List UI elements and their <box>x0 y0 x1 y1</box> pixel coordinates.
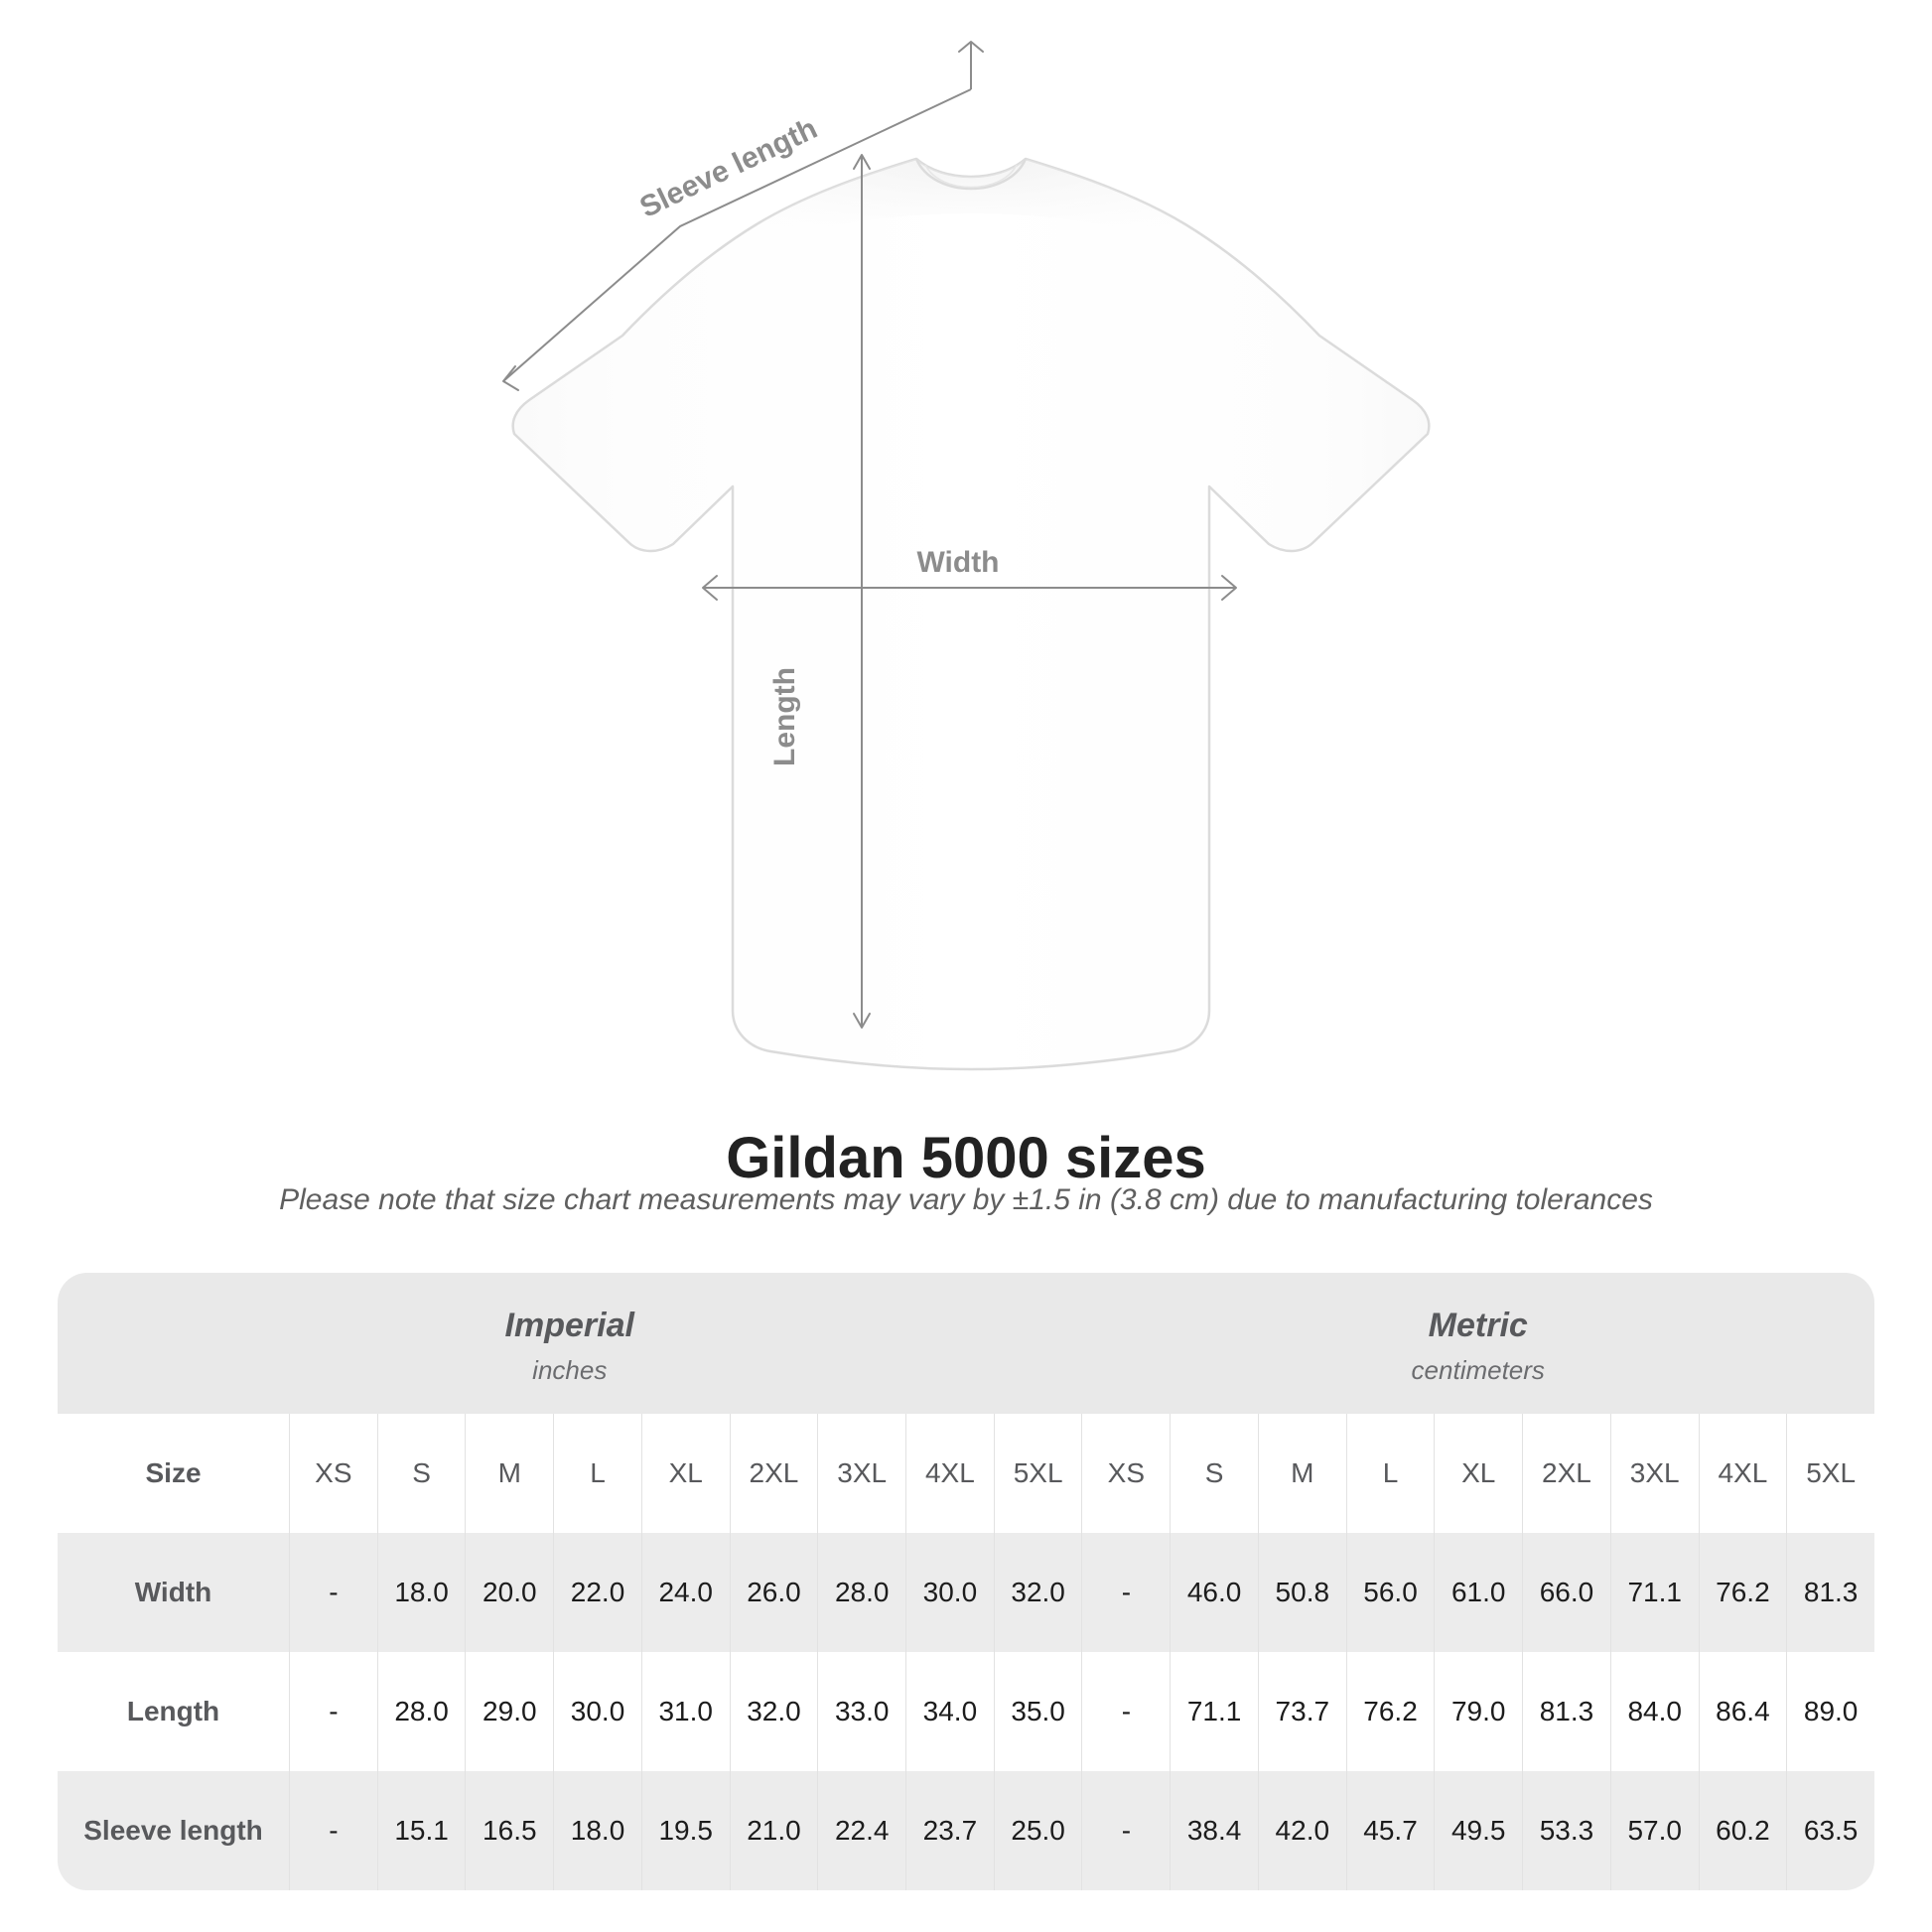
svg-text:Width: Width <box>916 546 999 579</box>
svg-text:Length: Length <box>768 667 801 766</box>
